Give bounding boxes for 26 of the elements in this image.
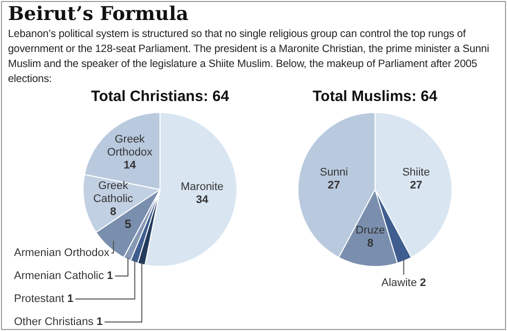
data-label: 8 xyxy=(110,206,116,218)
data-label: 27 xyxy=(410,180,422,192)
slice-label: Alawite xyxy=(381,276,420,289)
data-label: 34 xyxy=(196,194,210,206)
slice-label: Sunni xyxy=(320,166,348,179)
chart-title: Total Muslims: 64 xyxy=(312,88,438,106)
data-label: 14 xyxy=(124,160,137,172)
slice-label: Other Christians xyxy=(14,316,97,328)
data-label: 27 xyxy=(328,180,340,192)
data-label: 1 xyxy=(96,316,103,328)
slice-label: Shiite xyxy=(402,166,430,179)
data-label: 1 xyxy=(106,270,114,282)
text: Lebanon’s political system is structured so that no single religious group can control the top rungs of government or the 128-seat Parliament. The president is a Maronite Christian, the prime minister a Sunni Muslim and the speaker of the legislature a Shiite Muslim. Below, the makeup of Parliament after 2005 elections: xyxy=(8,27,490,87)
data-label: 1 xyxy=(67,293,74,306)
slice-label: Armenian Catholic xyxy=(14,270,107,282)
text: Beirut’s Formula xyxy=(8,3,188,25)
slice-label: Protestant xyxy=(14,293,68,306)
chart-title: Total Christians: 64 xyxy=(90,88,230,106)
data-label: 2 xyxy=(420,276,426,289)
slice-label: Druze xyxy=(356,224,385,237)
slice-label: Greek Orthodox xyxy=(107,134,153,159)
data-label: 5 xyxy=(124,217,132,232)
data-label: 8 xyxy=(367,238,374,250)
slice-label: Greek Catholic xyxy=(93,180,134,205)
slice-label: Maronite xyxy=(180,181,224,194)
slice-label: Armenian Orthodox xyxy=(14,247,110,260)
